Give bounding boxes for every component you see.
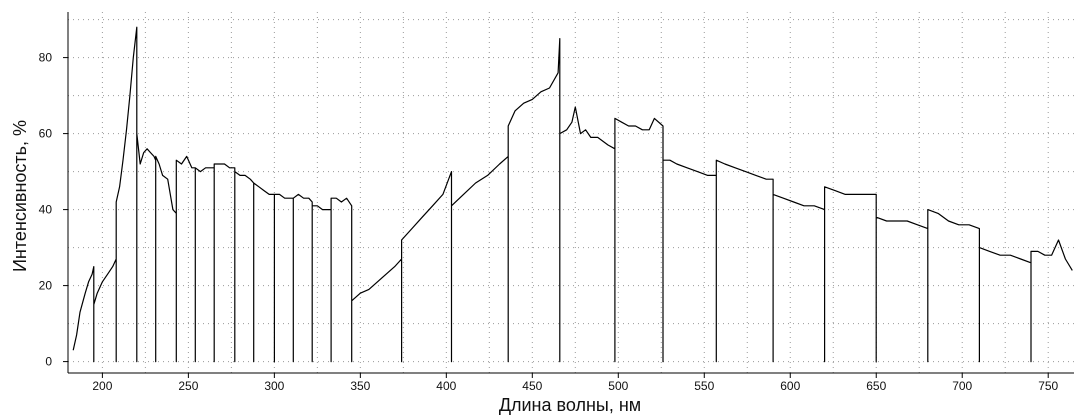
x-tick-label: 350 — [350, 379, 370, 393]
x-tick-label: 650 — [866, 379, 886, 393]
grid-lines — [68, 12, 1074, 373]
x-tick-label: 700 — [952, 379, 972, 393]
x-tick-labels: 200 250 300 350 400 450 500 550 600 650 700 750 — [92, 373, 1059, 393]
y-axis-title: Интенсивность, % — [10, 120, 30, 272]
x-axis-title: Длина волны, нм — [499, 395, 641, 415]
x-tick-label: 750 — [1038, 379, 1058, 393]
y-tick-label: 60 — [39, 127, 53, 141]
y-tick-label: 80 — [39, 51, 53, 65]
x-tick-label: 200 — [92, 379, 112, 393]
spectrum-series — [72, 26, 1073, 363]
y-tick-label: 20 — [39, 279, 53, 293]
x-tick-label: 550 — [694, 379, 714, 393]
x-tick-label: 600 — [780, 379, 800, 393]
y-tick-label: 0 — [45, 355, 52, 369]
y-tick-labels: 0 20 40 60 80 — [39, 51, 68, 369]
axes — [67, 12, 1074, 374]
x-tick-label: 250 — [178, 379, 198, 393]
x-tick-label: 500 — [608, 379, 628, 393]
x-tick-label: 450 — [522, 379, 542, 393]
x-tick-label: 300 — [264, 379, 284, 393]
x-tick-label: 400 — [436, 379, 456, 393]
spectrum-line — [72, 26, 1073, 363]
y-tick-label: 40 — [39, 203, 53, 217]
